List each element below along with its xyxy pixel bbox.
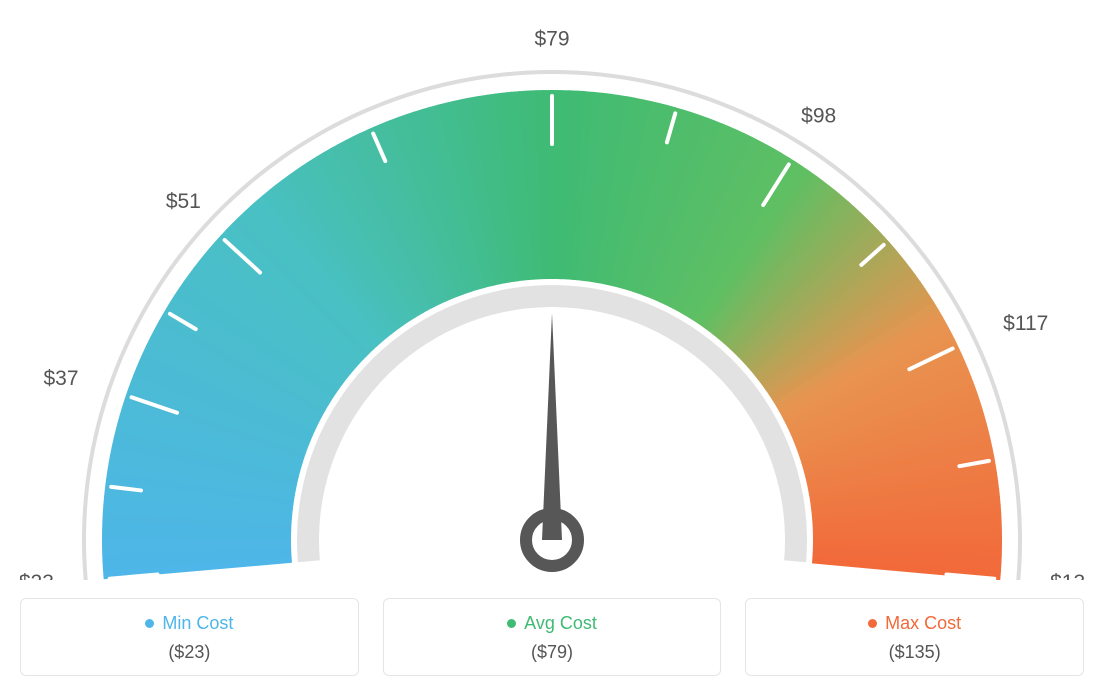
legend-title-text: Min Cost	[162, 613, 233, 634]
tick-label: $23	[20, 571, 54, 580]
legend-value-avg: ($79)	[384, 642, 721, 663]
gauge-needle	[526, 313, 578, 566]
tick-label: $135	[1050, 571, 1084, 580]
tick-label: $98	[801, 105, 836, 128]
legend-card-avg: Avg Cost ($79)	[383, 598, 722, 676]
gauge-chart: $23 $37 $51 $79 $98 $117 $135	[20, 20, 1084, 580]
legend-row: Min Cost ($23) Avg Cost ($79) Max Cost ($135)	[20, 598, 1084, 676]
gauge-svg: $23 $37 $51 $79 $98 $117 $135	[20, 20, 1084, 580]
tick-label: $51	[166, 190, 201, 213]
tick-label: $117	[1003, 312, 1048, 335]
legend-dot-max	[868, 619, 877, 628]
legend-card-max: Max Cost ($135)	[745, 598, 1084, 676]
legend-title-avg: Avg Cost	[507, 613, 597, 634]
legend-dot-avg	[507, 619, 516, 628]
legend-value-max: ($135)	[746, 642, 1083, 663]
legend-title-text: Max Cost	[885, 613, 961, 634]
legend-title-text: Avg Cost	[524, 613, 597, 634]
tick-label: $79	[534, 28, 569, 51]
legend-title-min: Min Cost	[145, 613, 233, 634]
legend-value-min: ($23)	[21, 642, 358, 663]
legend-dot-min	[145, 619, 154, 628]
tick-label: $37	[43, 367, 78, 390]
legend-title-max: Max Cost	[868, 613, 961, 634]
legend-card-min: Min Cost ($23)	[20, 598, 359, 676]
